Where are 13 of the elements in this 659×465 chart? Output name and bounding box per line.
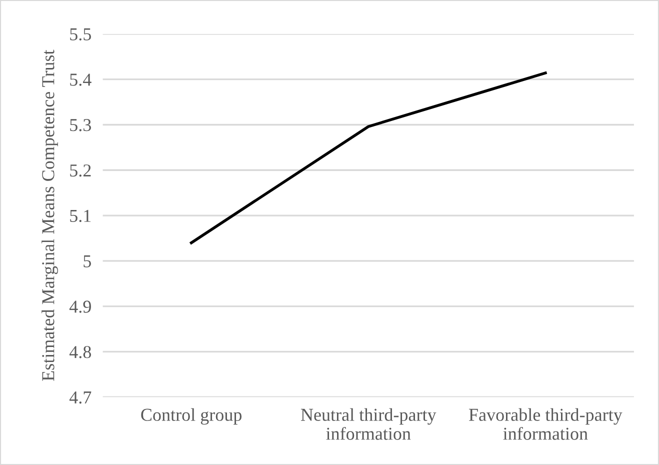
y-tick-label: 4.9 <box>69 300 91 313</box>
y-tick-label: 5 <box>84 255 91 268</box>
y-tick-label: 5.4 <box>70 74 92 86</box>
y-tick-label: 4.8 <box>69 346 92 358</box>
x-tick-label: Neutral third-party information <box>300 408 436 440</box>
x-tick-label: Control group <box>141 408 242 425</box>
x-tick-label: Favorable third-party information <box>468 408 622 440</box>
y-tick-label: 4.7 <box>69 391 92 404</box>
y-tick-label: 5.3 <box>70 119 91 132</box>
y-tick-label: 5.2 <box>70 164 91 177</box>
y-axis-title: Estimated Marginal Means Competence Trust <box>42 50 58 381</box>
y-tick-label: 5.5 <box>70 28 91 40</box>
y-tick-label: 5.1 <box>70 210 91 222</box>
